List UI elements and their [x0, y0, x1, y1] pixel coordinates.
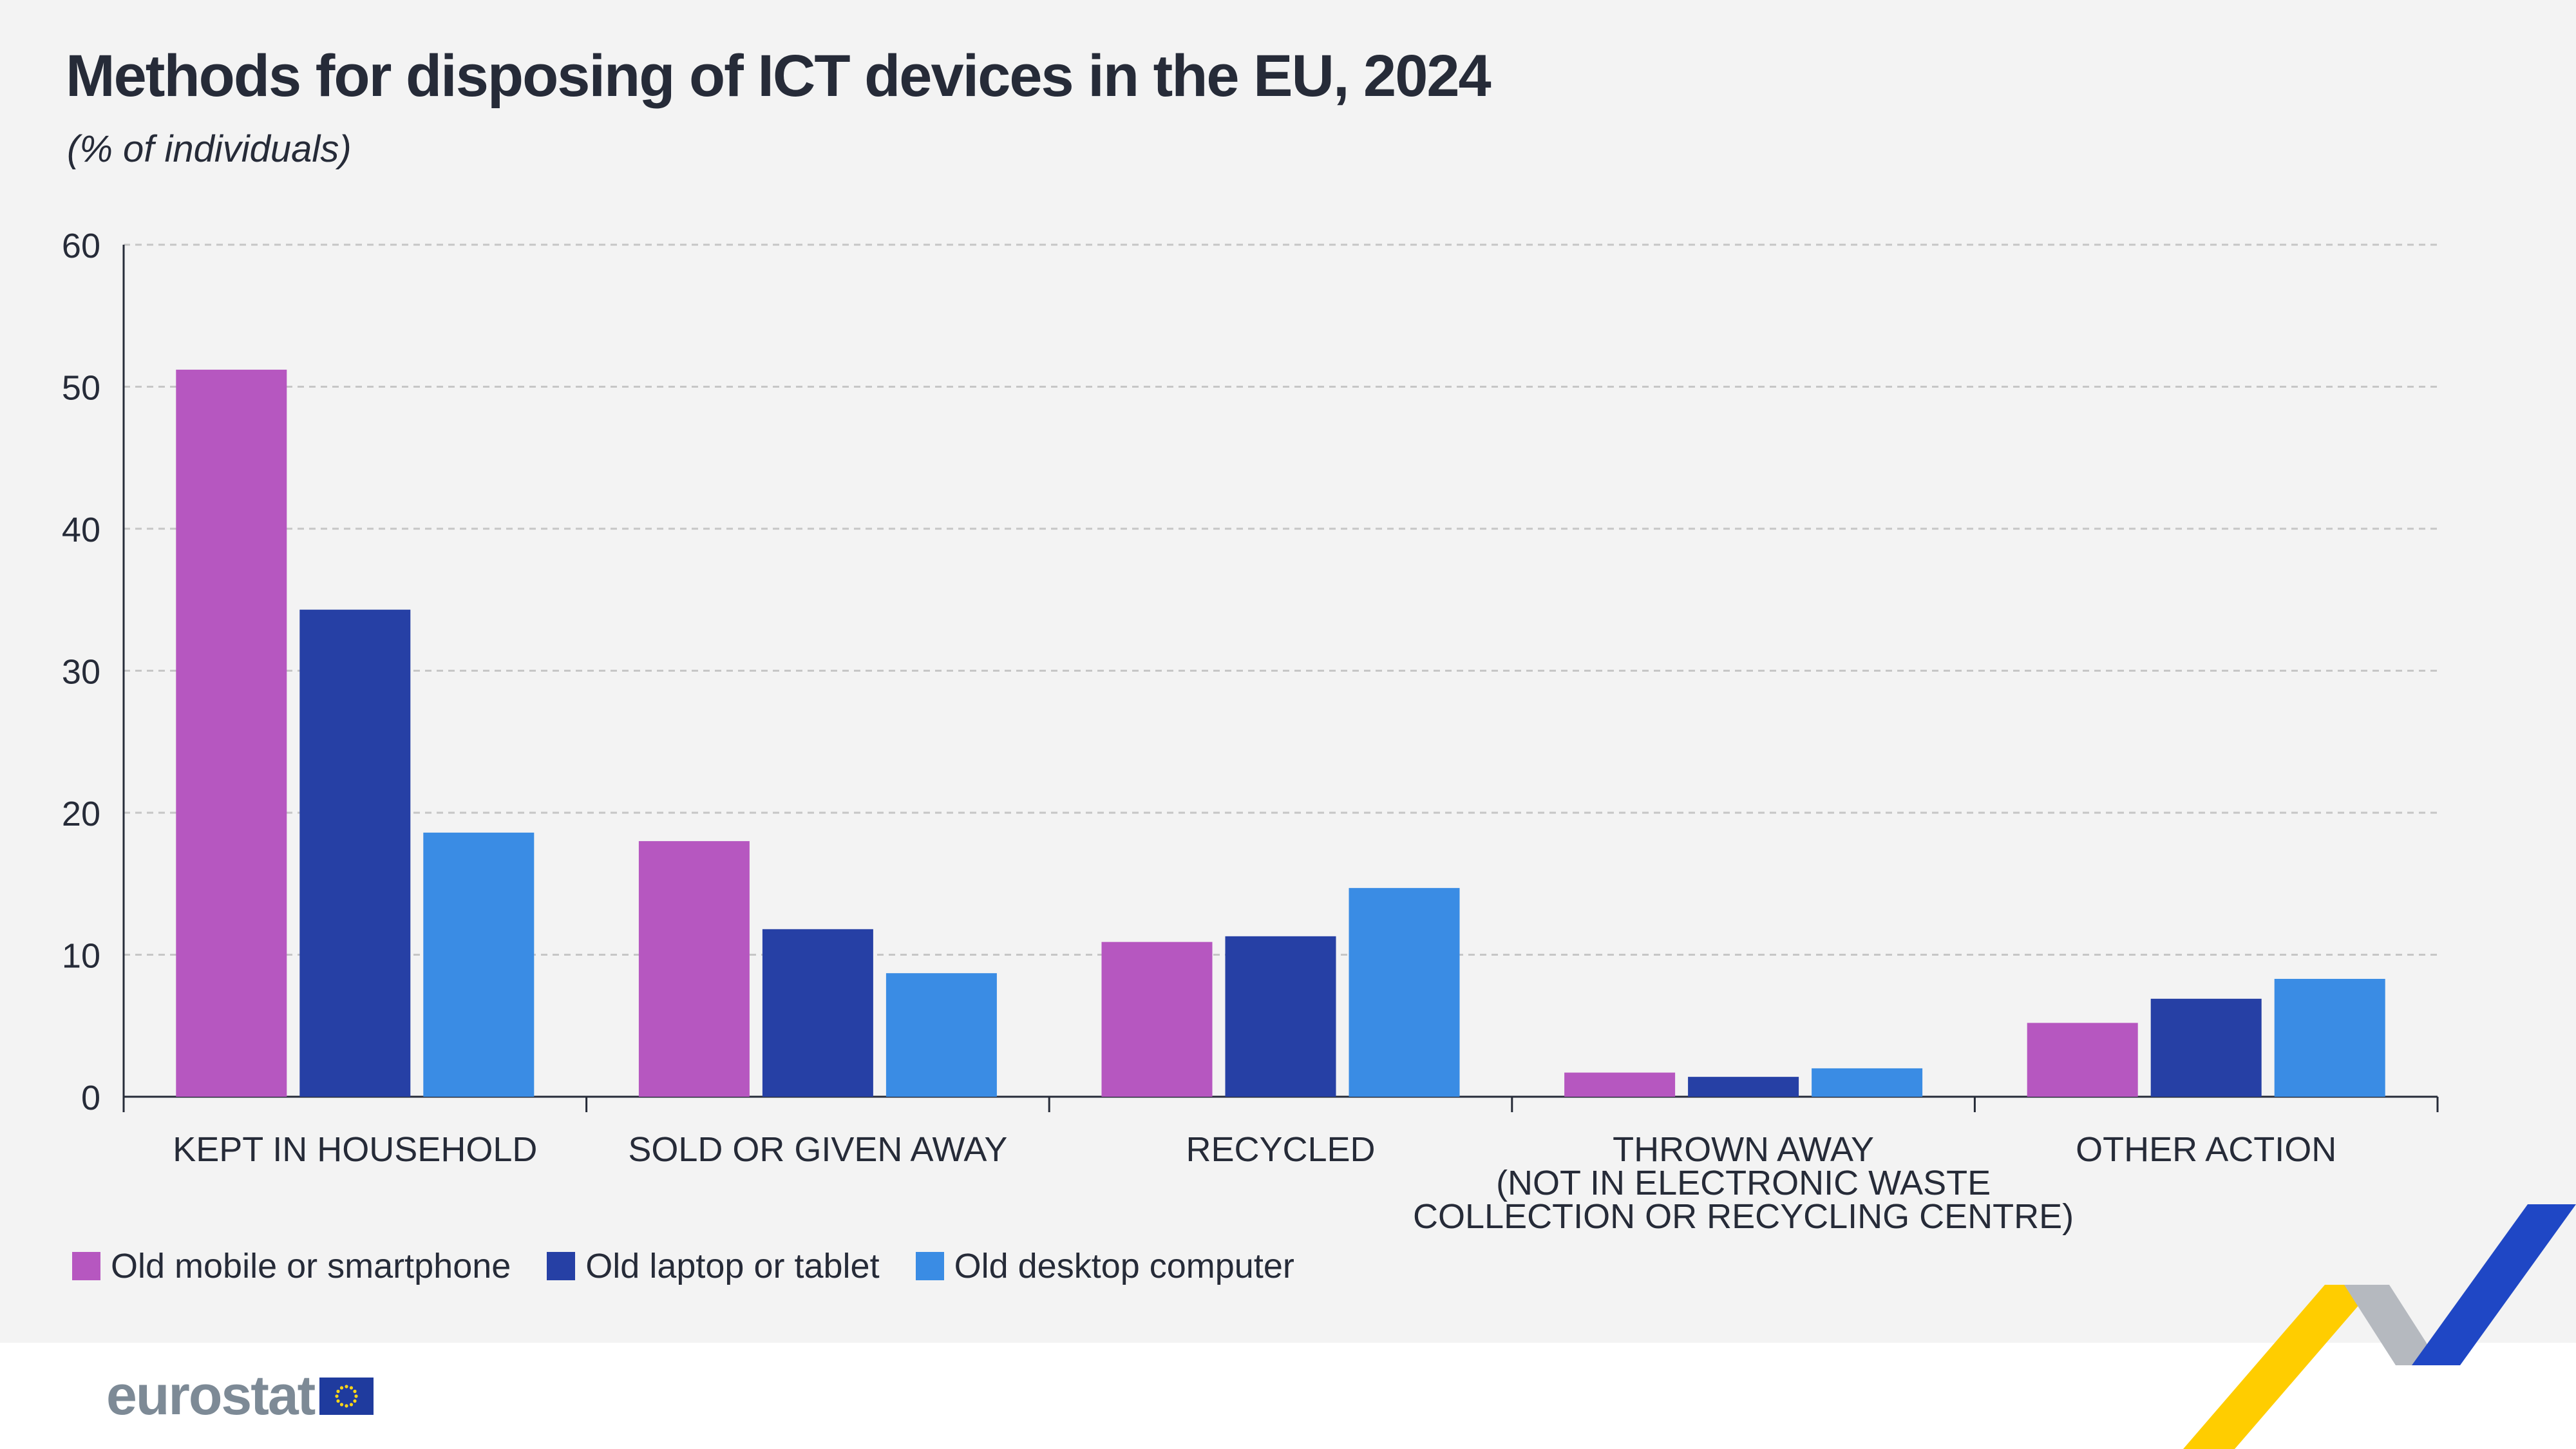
footer-bar [0, 1343, 2576, 1449]
logo-text: eurostat [106, 1365, 316, 1426]
chart-title: Methods for disposing of ICT devices in … [66, 43, 1492, 109]
x-category-label: OTHER ACTION [2076, 1130, 2336, 1169]
legend-swatch-laptop [547, 1252, 576, 1280]
x-category-label: RECYCLED [1186, 1130, 1375, 1169]
y-tick-label: 60 [62, 227, 100, 265]
y-tick-label: 20 [62, 795, 100, 833]
bar-mobile [1564, 1072, 1676, 1097]
legend-label-desktop: Old desktop computer [954, 1247, 1294, 1285]
bar-mobile [176, 370, 287, 1097]
bar-laptop [1688, 1077, 1799, 1097]
x-category-label: KEPT IN HOUSEHOLD [173, 1130, 537, 1169]
bar-laptop [299, 609, 411, 1097]
legend-swatch-desktop [915, 1252, 944, 1280]
eu-flag-icon [319, 1377, 374, 1415]
y-tick-label: 30 [62, 653, 100, 692]
bar-mobile [2027, 1023, 2138, 1097]
x-category-label: THROWN AWAY [1613, 1130, 1874, 1169]
legend-item-mobile[interactable]: Old mobile or smartphone [72, 1246, 511, 1286]
legend-label-mobile: Old mobile or smartphone [111, 1247, 511, 1285]
bar-desktop [1812, 1068, 1923, 1097]
bar-chart: 0 10 20 30 40 50 60 KEPT IN HOUSEHOLD SOLD OR GI… [62, 227, 2439, 1236]
eurostat-logo: eurostat [106, 1364, 374, 1428]
bar-desktop [1349, 887, 1460, 1097]
y-tick-label: 50 [62, 369, 100, 408]
legend-label-laptop: Old laptop or tablet [585, 1247, 880, 1285]
chart-legend: Old mobile or smartphone Old laptop or t… [72, 1246, 1331, 1286]
bar-desktop [2274, 978, 2385, 1097]
ribbon-grey [2344, 1285, 2441, 1365]
legend-swatch-mobile [72, 1252, 100, 1280]
x-category-label: COLLECTION OR RECYCLING CENTRE) [1413, 1197, 2074, 1236]
bar-laptop [762, 929, 873, 1097]
ribbon-blue [2412, 1204, 2576, 1365]
bar-mobile [638, 841, 750, 1097]
legend-item-desktop[interactable]: Old desktop computer [915, 1246, 1294, 1286]
y-tick-label: 0 [81, 1079, 100, 1117]
chart-subtitle: (% of individuals) [67, 128, 352, 170]
x-category-label: SOLD OR GIVEN AWAY [628, 1130, 1007, 1169]
bar-desktop [423, 832, 535, 1097]
y-tick-label: 40 [62, 511, 100, 549]
bar-laptop [2150, 998, 2262, 1097]
x-category-label: (NOT IN ELECTRONIC WASTE [1496, 1164, 1991, 1202]
bar-desktop [886, 973, 997, 1097]
y-tick-label: 10 [62, 937, 100, 976]
legend-item-laptop[interactable]: Old laptop or tablet [547, 1246, 880, 1286]
bar-laptop [1225, 936, 1336, 1097]
bar-mobile [1101, 942, 1213, 1097]
ribbon-yellow [2183, 1285, 2376, 1449]
